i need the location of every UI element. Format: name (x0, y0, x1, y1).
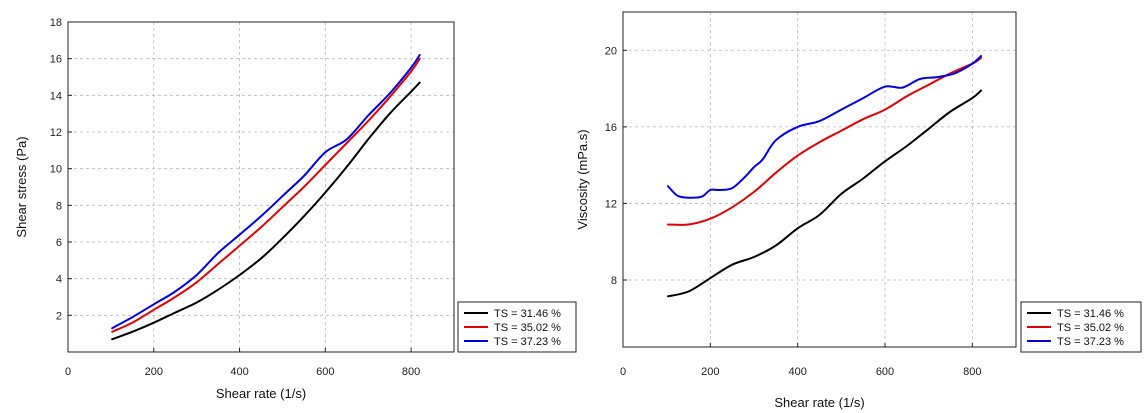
series-group (111, 54, 421, 341)
x-tick-label: 200 (145, 366, 163, 378)
legend: TS = 31.46 % TS = 35.02 % TS = 37.23 % (1020, 301, 1142, 353)
gridlines (68, 22, 454, 352)
chart-panel-2: 0 200 400 600 800 8 12 16 20 Shear rate (1/s) Visc… (575, 11, 1142, 410)
plot-frame (622, 11, 1017, 348)
legend-label-3: TS = 37.23 % (1057, 336, 1124, 348)
legend-label-1: TS = 31.46 % (494, 308, 561, 320)
x-tick-label: 0 (620, 366, 626, 378)
chart-panel-1: 0 200 400 600 800 2 4 6 8 10 12 14 16 18 Shear rate (1… (14, 17, 577, 401)
x-tick-label: 600 (876, 366, 894, 378)
y-tick-label: 12 (50, 127, 62, 139)
series-line-1 (667, 89, 983, 298)
y-tick-label: 8 (56, 200, 62, 212)
x-tick-label: 400 (230, 366, 248, 378)
y-axis-title: Shear stress (Pa) (14, 136, 29, 237)
y-tick-label: 20 (605, 45, 617, 57)
gridlines (623, 12, 1016, 347)
series-line-3 (667, 55, 983, 199)
x-tick-label: 800 (402, 366, 420, 378)
x-axis-title: Shear rate (1/s) (774, 395, 864, 410)
legend-label-1: TS = 31.46 % (1057, 308, 1124, 320)
x-tick-label: 600 (316, 366, 334, 378)
legend: TS = 31.46 % TS = 35.02 % TS = 37.23 % (457, 301, 577, 353)
y-tick-label: 4 (56, 274, 62, 286)
y-tick-label: 18 (50, 17, 62, 29)
y-tick-label: 10 (50, 164, 62, 176)
axis-ticks: 0 200 400 600 800 8 12 16 20 (605, 45, 982, 378)
series-line-2 (111, 57, 421, 333)
series-line-1 (111, 81, 421, 341)
y-tick-label: 6 (56, 237, 62, 249)
x-axis-title: Shear rate (1/s) (216, 386, 306, 401)
y-tick-label: 2 (56, 310, 62, 322)
series-group (667, 55, 983, 298)
y-tick-label: 8 (611, 275, 617, 287)
x-tick-label: 400 (788, 366, 806, 378)
legend-label-2: TS = 35.02 % (494, 322, 561, 334)
x-tick-label: 0 (65, 366, 71, 378)
legend-label-3: TS = 37.23 % (494, 336, 561, 348)
y-tick-label: 16 (50, 54, 62, 66)
series-line-3 (111, 54, 421, 330)
series-line-2 (667, 56, 983, 226)
y-tick-label: 16 (605, 122, 617, 134)
legend-label-2: TS = 35.02 % (1057, 322, 1124, 334)
plot-frame (67, 21, 455, 353)
axis-ticks: 0 200 400 600 800 2 4 6 8 10 12 14 16 18 (50, 17, 421, 378)
x-tick-label: 200 (701, 366, 719, 378)
y-tick-label: 12 (605, 198, 617, 210)
y-axis-title: Viscosity (mPa.s) (575, 129, 590, 229)
x-tick-label: 800 (963, 366, 981, 378)
y-tick-label: 14 (50, 90, 62, 102)
